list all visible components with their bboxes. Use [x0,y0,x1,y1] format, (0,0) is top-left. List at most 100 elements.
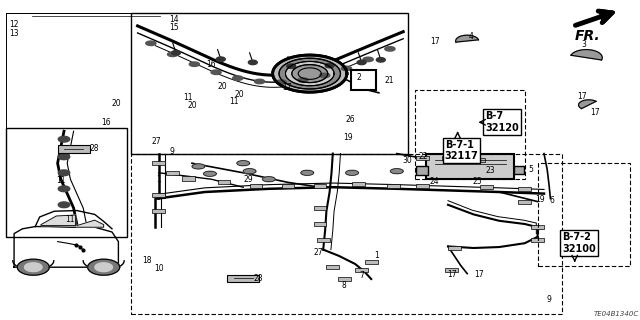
Bar [416,156,429,161]
Bar [58,145,90,153]
Polygon shape [341,66,351,71]
Text: 30: 30 [402,156,412,165]
Text: 22: 22 [419,152,428,161]
Polygon shape [385,47,395,51]
Polygon shape [248,60,257,65]
Polygon shape [579,100,596,108]
Bar [166,171,179,175]
Text: 11: 11 [184,93,193,102]
Polygon shape [357,60,366,65]
Text: 27: 27 [314,248,324,257]
Polygon shape [294,66,326,82]
Polygon shape [204,171,216,176]
Bar [338,277,351,281]
Polygon shape [172,51,180,55]
Polygon shape [58,186,70,192]
Bar [317,238,330,242]
Polygon shape [571,50,602,60]
Bar [448,246,461,250]
Text: 11: 11 [230,97,239,106]
Bar [538,163,630,266]
Polygon shape [192,164,205,169]
Polygon shape [237,161,250,166]
Bar [250,184,262,188]
Text: 28: 28 [254,274,263,283]
Text: 18: 18 [143,256,152,265]
Text: 4: 4 [468,32,474,41]
Bar [218,180,230,184]
Text: 9: 9 [547,295,552,304]
Text: 24: 24 [429,177,439,186]
Polygon shape [211,70,221,75]
Bar [416,166,428,175]
Text: TE04B1340C: TE04B1340C [593,311,639,317]
Polygon shape [95,263,113,272]
Polygon shape [233,76,243,80]
Polygon shape [255,79,265,84]
Bar [415,90,525,179]
Bar [355,268,368,273]
Bar [351,70,376,90]
Polygon shape [88,259,120,275]
Text: 10: 10 [154,264,164,273]
Text: 8: 8 [342,281,347,290]
Text: 17: 17 [577,92,588,101]
Text: 19: 19 [342,133,353,142]
Text: 27: 27 [151,137,161,146]
Polygon shape [168,52,178,57]
Bar [531,225,544,229]
Text: 20: 20 [234,90,244,99]
Bar [227,275,259,282]
Polygon shape [14,227,118,267]
Text: 29: 29 [243,175,253,184]
Text: B-7-2
32100: B-7-2 32100 [562,232,596,254]
Text: 21: 21 [385,76,394,85]
Polygon shape [243,169,256,174]
Text: 16: 16 [206,60,216,68]
Text: B-7-1
32117: B-7-1 32117 [445,140,479,161]
Text: 16: 16 [101,118,111,127]
Bar [352,182,365,186]
Bar [442,156,454,161]
Text: 20: 20 [218,82,228,91]
Polygon shape [287,64,296,68]
Text: FR.: FR. [575,29,600,43]
Text: 20: 20 [111,99,122,108]
Polygon shape [77,220,104,227]
Bar [365,260,378,264]
Polygon shape [189,62,200,67]
Text: B-7
32120: B-7 32120 [485,111,519,133]
Text: 2: 2 [356,73,361,82]
Text: 23: 23 [485,166,495,175]
Bar [131,154,562,314]
Text: 20: 20 [187,101,197,110]
Bar [531,238,544,242]
Bar [480,185,493,189]
Bar [326,265,339,269]
Polygon shape [17,259,49,275]
Bar [426,154,514,179]
Text: 14: 14 [169,15,179,24]
Text: 26: 26 [346,115,356,124]
Polygon shape [275,56,345,91]
Text: 28: 28 [90,144,99,153]
Bar [182,177,195,180]
Text: 1: 1 [156,175,161,184]
Text: 13: 13 [9,29,19,38]
Polygon shape [376,58,385,62]
Polygon shape [346,170,358,175]
Polygon shape [58,136,70,142]
Text: 1: 1 [374,252,379,260]
Text: 17: 17 [447,270,457,279]
Bar [131,13,408,154]
Polygon shape [58,202,70,208]
Text: 19: 19 [535,195,545,204]
Polygon shape [363,57,373,62]
Polygon shape [58,216,70,222]
Text: 12: 12 [10,20,19,28]
Bar [514,166,524,174]
Polygon shape [58,154,70,160]
Polygon shape [301,170,314,175]
Text: 3: 3 [581,40,586,49]
Bar [314,222,326,226]
